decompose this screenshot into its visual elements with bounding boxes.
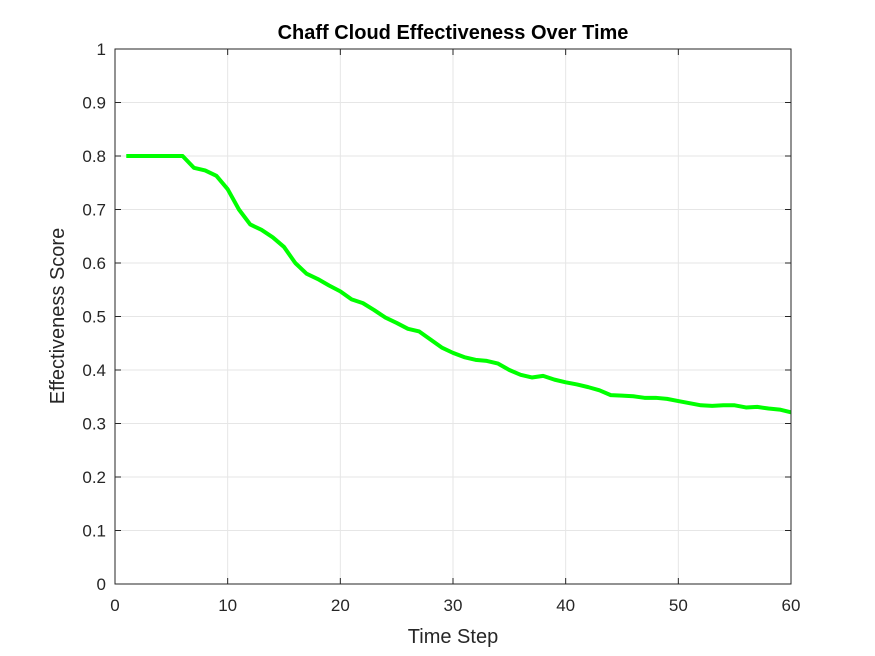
y-tick-label: 0.9	[82, 94, 106, 113]
y-tick-label: 0	[97, 575, 106, 594]
x-tick-label: 50	[669, 596, 688, 615]
y-tick-label: 0.8	[82, 147, 106, 166]
y-tick-label: 0.6	[82, 254, 106, 273]
tick-labels: 0 10 20 30 40 50 60 0 0.1 0.2 0.3 0.4 0.5 0.6 0.7 0.8 0.…	[82, 40, 800, 615]
y-axis-label: Effectiveness Score	[47, 228, 69, 404]
x-tick-label: 10	[218, 596, 237, 615]
y-tick-label: 0.3	[82, 415, 106, 434]
tick-marks	[114, 48, 792, 585]
chart-title: Chaff Cloud Effectiveness Over Time	[278, 22, 629, 44]
x-tick-label: 20	[331, 596, 350, 615]
series-line	[126, 154, 792, 415]
x-tick-label: 30	[444, 596, 463, 615]
x-tick-label: 40	[556, 596, 575, 615]
x-tick-label: 0	[110, 596, 119, 615]
y-tick-label: 0.5	[82, 308, 106, 327]
x-tick-label: 60	[782, 596, 801, 615]
y-tick-label: 0.7	[82, 201, 106, 220]
y-tick-label: 0.1	[82, 522, 106, 541]
x-axis-label: Time Step	[408, 626, 498, 648]
y-tick-label: 1	[97, 40, 106, 59]
series-layer	[126, 154, 792, 415]
y-tick-label: 0.2	[82, 468, 106, 487]
y-tick-label: 0.4	[82, 361, 106, 380]
